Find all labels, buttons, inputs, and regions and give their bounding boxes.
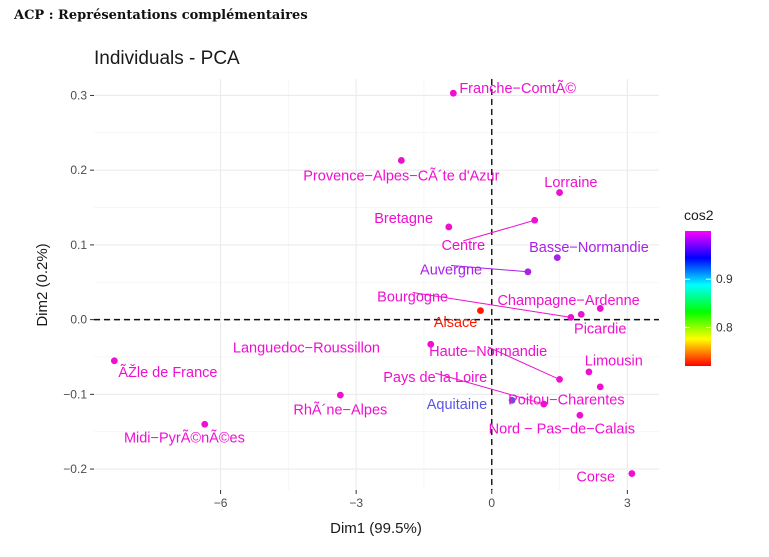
label-leader — [412, 291, 571, 318]
page-heading: ACP : Représentations complémentaires — [14, 8, 308, 23]
data-point — [445, 223, 453, 231]
x-tick-label: −3 — [349, 496, 363, 510]
axes: −6 −3 0 3 −0.2 −0.1 0.0 0.1 0.2 0.3 — [63, 88, 631, 510]
grid-lines — [94, 79, 659, 490]
point-labels: Franche−ComtÃ© Provence−Alpes−CÃ´te d'Azu… — [118, 80, 648, 486]
point-label: Lorraine — [544, 175, 597, 191]
y-tick-label: 0.1 — [70, 238, 87, 252]
data-point — [577, 310, 585, 318]
data-point — [628, 470, 636, 477]
data-point — [397, 157, 405, 164]
chart-title: Individuals - PCA — [94, 48, 240, 69]
legend-tick-label: 0.8 — [716, 320, 733, 334]
point-label: Provence−Alpes−CÃ´te d'Azur — [303, 167, 499, 184]
point-label: Bretagne — [374, 211, 433, 227]
y-tick-label: 0.0 — [70, 313, 87, 327]
x-tick-label: 3 — [624, 496, 631, 510]
point-label: Pays de la Loire — [383, 370, 487, 386]
data-point — [567, 313, 575, 321]
data-point — [540, 400, 548, 408]
y-tick-label: 0.3 — [70, 88, 87, 102]
point-label: Languedoc−Roussillon — [233, 340, 380, 356]
y-tick-label: −0.1 — [63, 387, 87, 401]
data-point — [553, 254, 561, 261]
point-label: Bourgogne — [377, 289, 448, 305]
label-leader — [487, 346, 560, 380]
point-label: Haute−Normandie — [429, 344, 547, 360]
legend-ticks: 0.8 0.9 — [685, 272, 733, 334]
x-tick-label: −6 — [214, 496, 228, 510]
point-label: Franche−ComtÃ© — [459, 80, 576, 97]
point-label: Basse−Normandie — [529, 240, 649, 256]
data-point — [524, 268, 532, 276]
point-label: Centre — [442, 238, 486, 254]
plot-panel — [94, 79, 659, 490]
y-tick-label: 0.2 — [70, 163, 87, 177]
point-label: Nord − Pas−de−Calais — [489, 422, 635, 438]
label-leaders — [412, 219, 571, 405]
data-point — [556, 189, 563, 196]
label-leader — [451, 265, 528, 273]
cos2-legend: cos2 0.8 0.9 — [684, 207, 733, 366]
point-label: Alsace — [434, 315, 478, 331]
point-label: Aquitaine — [427, 397, 487, 413]
data-point — [110, 357, 118, 365]
reference-lines — [94, 79, 659, 490]
data-point — [427, 340, 435, 348]
point-label: Limousin — [585, 354, 643, 370]
label-leader — [435, 372, 544, 405]
point-label: RhÃ´ne−Alpes — [293, 401, 387, 418]
point-label: Midi−PyrÃ©nÃ©es — [124, 430, 245, 447]
legend-title: cos2 — [684, 207, 714, 223]
data-points — [110, 89, 636, 477]
point-label: Poitou−Charentes — [508, 393, 624, 409]
y-axis-title: Dim2 (0.2%) — [34, 243, 51, 326]
data-point — [556, 376, 563, 383]
data-point — [585, 368, 593, 376]
data-point — [596, 305, 604, 312]
x-axis-title: Dim1 (99.5%) — [330, 520, 422, 537]
x-tick-label: 0 — [488, 496, 495, 510]
point-label: ÃŽle de France — [118, 364, 217, 381]
label-leader — [463, 219, 535, 242]
data-point — [576, 411, 584, 419]
data-point — [596, 383, 604, 391]
point-label: Corse — [576, 470, 615, 486]
point-label: Picardie — [574, 322, 626, 338]
data-point — [531, 216, 539, 224]
data-point — [449, 89, 457, 97]
point-label: Auvergne — [420, 263, 482, 279]
point-label: Champagne−Ardenne — [497, 293, 639, 309]
y-tick-label: −0.2 — [63, 462, 87, 476]
data-point — [477, 307, 484, 315]
data-point — [201, 420, 209, 428]
data-point — [336, 391, 344, 399]
data-point — [508, 396, 516, 404]
legend-colorbar — [685, 231, 711, 366]
legend-tick-label: 0.9 — [716, 272, 733, 286]
